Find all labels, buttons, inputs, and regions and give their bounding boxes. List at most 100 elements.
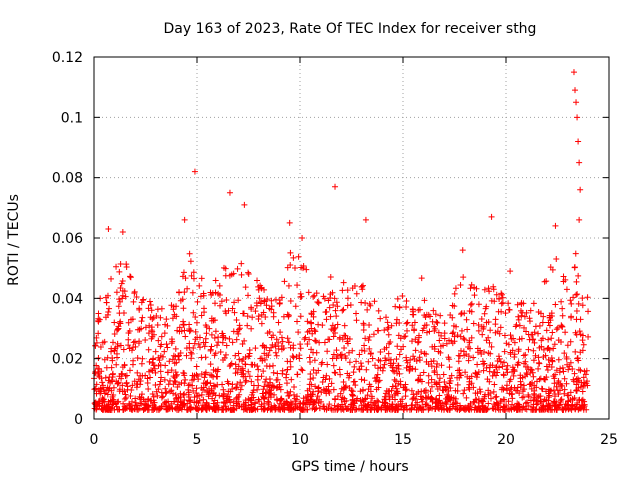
data-point xyxy=(374,374,381,381)
data-point xyxy=(153,388,160,395)
data-point xyxy=(341,384,348,391)
data-point xyxy=(268,303,275,310)
data-point xyxy=(334,303,341,310)
data-point xyxy=(183,352,190,359)
data-point xyxy=(308,393,315,400)
data-point xyxy=(358,283,365,290)
y-tick-label: 0.06 xyxy=(52,231,83,247)
data-point xyxy=(464,373,471,380)
data-point xyxy=(145,386,152,393)
data-point xyxy=(314,298,321,305)
data-point xyxy=(331,395,338,402)
data-point xyxy=(573,381,580,388)
data-points xyxy=(91,69,592,413)
data-point xyxy=(468,373,475,380)
data-point xyxy=(141,400,148,407)
data-point xyxy=(110,339,117,346)
data-point xyxy=(108,345,115,352)
data-point xyxy=(277,386,284,393)
data-point xyxy=(135,340,142,347)
data-point xyxy=(177,350,184,357)
data-point xyxy=(311,292,318,299)
data-point xyxy=(416,357,423,364)
data-point xyxy=(190,344,197,351)
data-point xyxy=(553,383,560,390)
data-point xyxy=(575,300,582,307)
data-point xyxy=(537,393,544,400)
data-point xyxy=(119,382,126,389)
data-point xyxy=(287,249,294,256)
data-point xyxy=(332,183,339,190)
data-point xyxy=(338,396,345,403)
data-point xyxy=(436,405,442,412)
data-point xyxy=(188,272,195,279)
data-point xyxy=(180,369,187,376)
data-point xyxy=(403,354,410,361)
data-point xyxy=(141,406,148,413)
data-point xyxy=(406,367,413,374)
data-point xyxy=(276,383,283,390)
data-point xyxy=(461,336,468,343)
data-point xyxy=(446,364,453,371)
data-point xyxy=(570,376,577,383)
data-point xyxy=(196,282,203,289)
data-point xyxy=(381,327,388,334)
data-point xyxy=(411,319,418,326)
data-point xyxy=(190,309,197,316)
data-point xyxy=(293,393,300,400)
data-point xyxy=(215,290,222,297)
data-point xyxy=(482,405,489,412)
data-point xyxy=(232,352,239,359)
data-point xyxy=(222,351,229,358)
data-point xyxy=(275,345,282,352)
data-point xyxy=(326,304,333,311)
data-point xyxy=(171,360,178,367)
plot-frame xyxy=(93,56,610,420)
data-point xyxy=(104,391,111,398)
data-point xyxy=(207,289,214,296)
data-point xyxy=(217,302,224,309)
data-point xyxy=(512,387,519,394)
y-axis-label: ROTI / TECUs xyxy=(6,194,22,286)
data-point xyxy=(177,394,184,401)
data-point xyxy=(526,318,533,325)
data-point xyxy=(290,354,297,361)
data-point xyxy=(517,307,524,314)
data-point xyxy=(557,397,564,404)
data-point xyxy=(357,388,364,395)
data-point xyxy=(375,384,382,391)
data-point xyxy=(560,368,567,375)
data-point xyxy=(135,406,142,413)
data-point xyxy=(468,300,475,307)
data-point xyxy=(515,348,522,355)
data-point xyxy=(466,406,473,413)
data-point xyxy=(248,378,255,385)
data-point xyxy=(539,335,546,342)
data-point xyxy=(510,366,517,373)
data-point xyxy=(311,327,318,334)
data-point xyxy=(192,328,199,335)
data-point xyxy=(456,406,463,413)
data-point xyxy=(521,324,528,331)
data-point xyxy=(162,321,169,328)
data-point xyxy=(451,290,458,297)
data-point xyxy=(116,296,123,303)
data-point xyxy=(577,367,584,374)
data-point xyxy=(165,381,172,388)
data-point xyxy=(306,354,313,361)
data-point xyxy=(411,356,418,363)
data-point xyxy=(559,312,566,319)
data-point xyxy=(431,327,438,334)
data-point xyxy=(166,404,173,411)
data-point xyxy=(553,326,560,333)
data-point xyxy=(361,342,368,349)
data-point xyxy=(309,405,316,412)
data-point xyxy=(374,371,381,378)
data-point xyxy=(574,378,581,385)
data-point xyxy=(285,313,292,320)
data-point xyxy=(549,358,556,365)
data-point xyxy=(274,370,281,377)
data-point xyxy=(429,343,436,350)
data-point xyxy=(125,342,132,349)
data-point xyxy=(415,376,422,383)
